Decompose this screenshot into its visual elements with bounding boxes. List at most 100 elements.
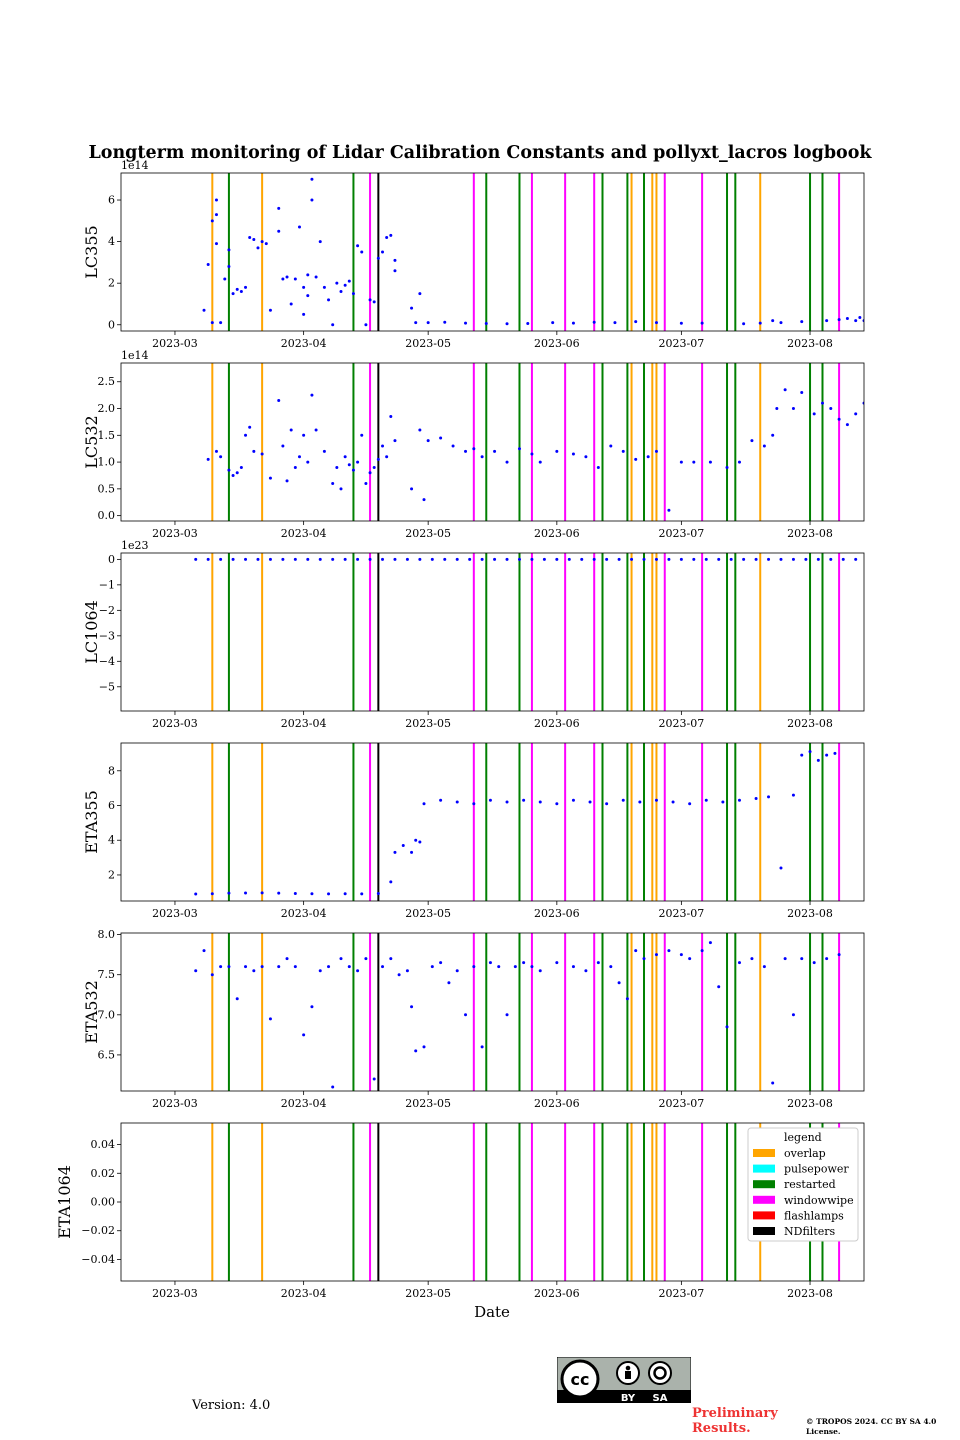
data-point <box>737 961 741 965</box>
event-lines <box>211 1123 841 1281</box>
data-point <box>567 557 571 561</box>
data-point <box>389 957 393 961</box>
data-point <box>389 233 393 237</box>
data-point <box>235 471 239 475</box>
y-tick-label: 0 <box>108 553 115 566</box>
data-point <box>447 981 451 985</box>
data-point <box>580 557 584 561</box>
version-label: Version: 4.0 <box>192 1398 271 1413</box>
data-point <box>783 957 787 961</box>
data-point <box>235 287 239 291</box>
data-point <box>248 235 252 239</box>
y-tick-label: 2.5 <box>98 375 116 388</box>
data-point <box>322 449 326 453</box>
data-point <box>268 308 272 312</box>
data-point <box>381 444 385 448</box>
data-point <box>331 1085 335 1089</box>
x-tick-label: 2023-07 <box>659 527 705 540</box>
data-point <box>771 1081 775 1085</box>
x-tick-label: 2023-05 <box>405 1097 451 1110</box>
y-tick-label: 7.5 <box>98 968 116 981</box>
data-point <box>621 449 625 453</box>
legend-label-NDfilters: NDfilters <box>784 1225 835 1238</box>
data-point <box>758 321 762 325</box>
data-point <box>837 953 841 957</box>
data-point <box>418 840 422 844</box>
data-point <box>679 460 683 464</box>
data-point <box>530 557 534 561</box>
data-point <box>551 321 555 325</box>
x-tick-label: 2023-03 <box>152 907 198 920</box>
x-tick-label: 2023-08 <box>787 1097 833 1110</box>
data-point <box>571 965 575 969</box>
data-point <box>202 949 206 953</box>
data-point <box>343 557 347 561</box>
data-point <box>364 957 368 961</box>
data-point <box>505 557 509 561</box>
data-point <box>538 460 542 464</box>
data-point <box>708 941 712 945</box>
data-point <box>571 798 575 802</box>
data-point <box>410 1005 414 1009</box>
data-point <box>219 557 223 561</box>
data-point <box>468 557 472 561</box>
data-point <box>393 557 397 561</box>
event-lines <box>211 743 841 901</box>
data-point <box>605 557 609 561</box>
data-point <box>841 557 845 561</box>
data-point <box>268 557 272 561</box>
y-tick-label: 0.04 <box>91 1138 116 1151</box>
data-point <box>742 557 746 561</box>
data-point <box>754 797 758 801</box>
data-point <box>231 557 235 561</box>
x-tick-label: 2023-08 <box>787 1287 833 1300</box>
x-tick-label: 2023-06 <box>534 527 580 540</box>
data-point <box>700 949 704 953</box>
data-point <box>206 457 210 461</box>
data-point <box>285 957 289 961</box>
data-point <box>700 321 704 325</box>
data-point <box>310 1005 314 1009</box>
data-point <box>538 800 542 804</box>
y-tick-label: 4 <box>108 834 115 847</box>
data-point <box>667 557 671 561</box>
data-point <box>360 433 364 437</box>
data-point <box>837 318 841 322</box>
panel-frame <box>120 172 865 332</box>
y-axis-label: ETA1064 <box>55 1165 74 1239</box>
data-point <box>829 557 833 561</box>
data-point <box>871 318 874 321</box>
legend-label-restarted: restarted <box>784 1178 836 1191</box>
legend-label-overlap: overlap <box>784 1147 826 1160</box>
y-offset-label: 1e14 <box>121 159 149 172</box>
data-point <box>717 985 721 989</box>
data-point <box>376 457 380 461</box>
data-point <box>385 235 389 239</box>
data-point <box>293 277 297 281</box>
data-point <box>414 838 418 842</box>
cc-logo-icon <box>560 1359 600 1399</box>
data-point <box>480 1045 484 1049</box>
data-point <box>202 308 206 312</box>
data-point <box>596 465 600 469</box>
data-point <box>625 997 629 1001</box>
data-point <box>791 407 795 411</box>
legend-title: legend <box>784 1131 822 1144</box>
y-tick-label: 8.0 <box>98 928 116 941</box>
y-axis-label: LC1064 <box>82 600 101 664</box>
y-offset-label: 1e14 <box>121 349 149 362</box>
data-point <box>264 242 268 246</box>
data-point <box>285 479 289 483</box>
data-point <box>783 388 787 392</box>
data-point <box>219 455 223 459</box>
y-tick-label: 0.02 <box>91 1167 116 1180</box>
data-point <box>260 452 264 456</box>
data-point <box>260 891 264 895</box>
data-point <box>455 800 459 804</box>
data-point <box>410 306 414 310</box>
data-point <box>854 412 858 416</box>
data-point <box>356 244 360 248</box>
data-point <box>414 321 418 325</box>
data-point <box>306 294 310 298</box>
data-point <box>393 850 397 854</box>
